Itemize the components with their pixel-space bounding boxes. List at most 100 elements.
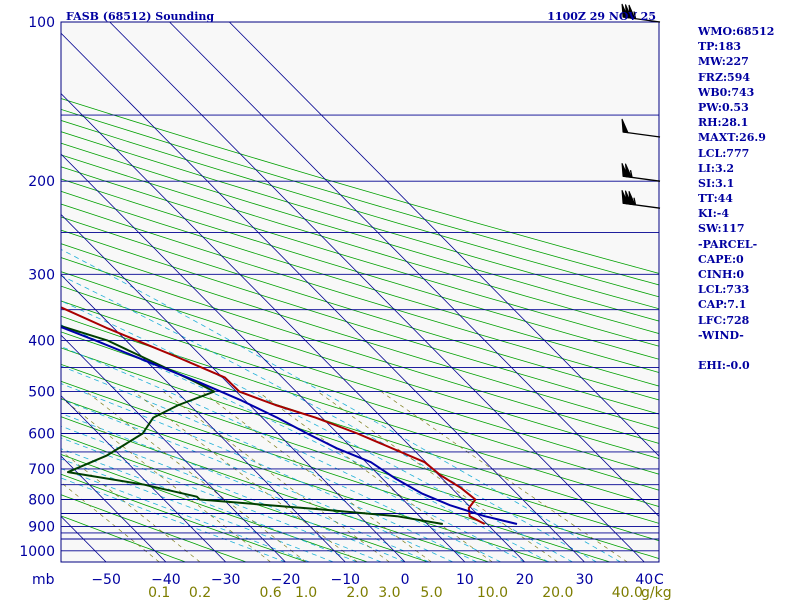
moist-adiabat — [61, 275, 597, 562]
sounding-lines — [61, 306, 518, 525]
moist-adiabat — [61, 458, 334, 562]
dry-adiabat — [61, 347, 659, 542]
dry-adiabat — [61, 416, 489, 562]
dry-adiabat — [61, 300, 659, 491]
mixing-ratio-tick-label: 40.0 — [612, 585, 643, 600]
wind-barb — [621, 118, 661, 138]
dry-adiabat — [61, 131, 659, 310]
isotherm — [109, 22, 645, 562]
index-line: SW:117 — [698, 222, 745, 236]
index-line: TT:44 — [698, 192, 733, 206]
moist-adiabat — [61, 448, 358, 562]
dry-adiabat — [61, 315, 659, 507]
moist-adiabat — [61, 248, 621, 562]
temperature-tick-label: 0 — [401, 572, 410, 588]
pressure-tick-label: 600 — [28, 427, 55, 443]
index-line: LI:3.2 — [698, 161, 735, 175]
wind-barb — [621, 162, 661, 182]
index-line: LCL:733 — [698, 283, 750, 297]
index-line: EHI:-0.0 — [698, 359, 750, 373]
sounding-time: 1100Z 29 NOV 25 — [547, 10, 656, 23]
pressure-tick-label: 500 — [28, 385, 55, 401]
dry-adiabat — [61, 203, 659, 387]
pressure-tick-label: 800 — [28, 493, 55, 509]
isotherm — [229, 22, 659, 457]
wind-barbs — [621, 3, 661, 209]
index-line: MW:227 — [698, 55, 749, 69]
isotherm — [61, 334, 286, 562]
isotherm — [61, 274, 346, 562]
temperature-tick-label: 10 — [456, 572, 474, 588]
mixing-ratio-line — [61, 450, 201, 562]
isotherm — [61, 213, 406, 562]
wind-barb — [621, 189, 661, 209]
dry-adiabat — [61, 190, 659, 373]
mixing-ratio-line — [257, 391, 493, 562]
moist-adiabat — [61, 383, 477, 562]
mixing-ratio-line — [61, 481, 160, 562]
index-line: FRZ:594 — [698, 70, 751, 84]
dry-adiabat — [61, 154, 659, 334]
dry-adiabat — [61, 243, 659, 429]
temperature-tick-label: −10 — [331, 572, 361, 588]
pressure-tick-label: 700 — [28, 462, 55, 478]
dry-adiabat — [61, 434, 429, 562]
pressure-tick-label: 900 — [28, 520, 55, 536]
mixing-ratio-tick-label: 3.0 — [378, 585, 400, 600]
wind-barb — [621, 3, 661, 23]
mixing-ratio-line — [317, 391, 558, 562]
moist-adiabat — [61, 365, 501, 562]
index-line: LFC:728 — [698, 313, 750, 327]
dry-adiabat — [61, 229, 659, 415]
temperature-tick-label: 30 — [576, 572, 594, 588]
dry-adiabat — [61, 271, 659, 460]
temperature-tick-label: 20 — [516, 572, 534, 588]
mixing-ratio-tick-label: 0.6 — [259, 585, 281, 600]
dry-adiabat — [61, 166, 659, 347]
dry-adiabat — [61, 119, 659, 298]
temperature-tick-label: −20 — [271, 572, 301, 588]
isotherm — [0, 22, 46, 562]
index-line: CINH:0 — [698, 268, 745, 281]
mixing-ratio-line — [86, 391, 307, 562]
mixing-ratio-tick-label: 10.0 — [477, 585, 508, 600]
stability-indices-panel: WMO:68512 TP:183 MW:227 FRZ:594 WB0:743 PW:0.… — [698, 24, 774, 373]
moist-adiabat — [61, 398, 454, 562]
dry-adiabat — [61, 380, 611, 562]
plot-frame — [60, 21, 660, 563]
isotherm — [61, 32, 585, 562]
mixing-ratio-tick-label: 0.1 — [148, 585, 170, 600]
index-line — [698, 343, 774, 358]
pressure-tick-label: 200 — [28, 174, 55, 190]
index-line: MAXT:26.9 — [698, 131, 766, 145]
index-line: PW:0.53 — [698, 100, 749, 114]
dry-adiabat — [61, 257, 659, 444]
temperature-tick-label: −30 — [211, 572, 241, 588]
dry-adiabat — [61, 142, 659, 322]
index-line: CAPE:0 — [698, 252, 744, 266]
dry-adiabat — [61, 398, 550, 562]
index-line: WMO:68512 — [698, 25, 775, 38]
dry-adiabat — [61, 98, 659, 274]
pressure-tick-label: 100 — [28, 15, 55, 31]
mixing-ratio-tick-label: 5.0 — [420, 585, 442, 600]
temperature-tick-label: −50 — [91, 572, 121, 588]
index-line: LCL:777 — [698, 146, 750, 160]
dry-adiabat — [61, 515, 186, 562]
index-line: RH:28.1 — [698, 116, 749, 130]
dewpoint-line — [61, 325, 443, 525]
isotherm — [169, 22, 659, 518]
index-line: CAP:7.1 — [698, 298, 747, 312]
moist-adiabat — [61, 300, 573, 562]
index-line: TP:183 — [698, 40, 742, 54]
moist-adiabat — [61, 477, 286, 562]
isotherm — [61, 153, 466, 562]
index-line: KI:-4 — [698, 207, 729, 221]
dry-adiabat — [61, 108, 659, 286]
pressure-tick-label: 1000 — [19, 544, 55, 560]
isotherm — [61, 395, 226, 562]
plot-background — [61, 22, 659, 562]
index-line: -WIND- — [698, 328, 744, 342]
index-line: SI:3.1 — [698, 176, 735, 190]
mixing-ratio-unit-label: g/kg — [641, 585, 672, 600]
